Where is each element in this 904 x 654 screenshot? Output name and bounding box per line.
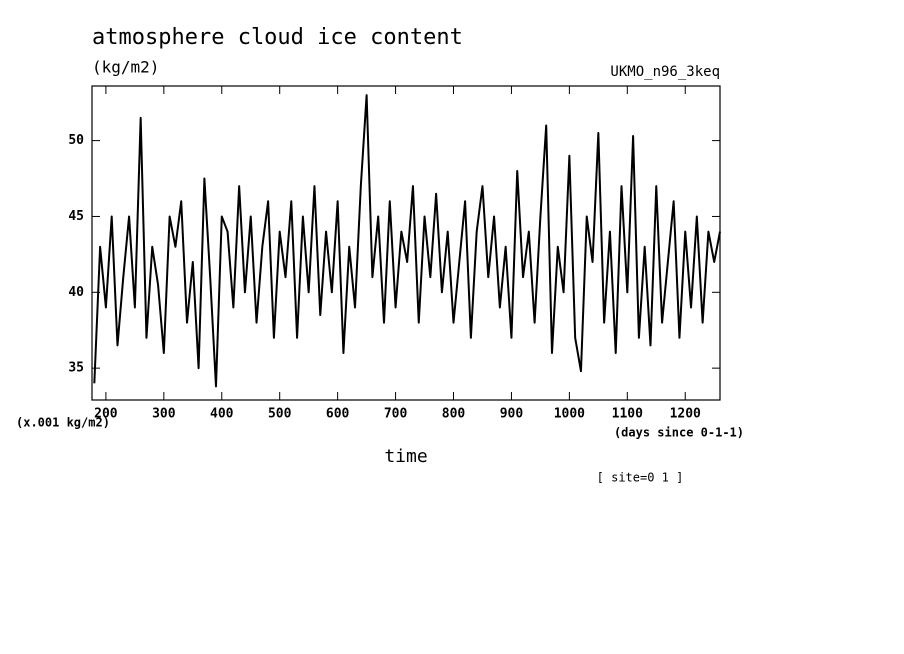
x-tick-label: 1000 <box>554 407 585 422</box>
x-tick-label: 300 <box>152 407 176 422</box>
y-tick-label: 40 <box>68 285 84 300</box>
y-axis-label: (x.001 kg/m2) <box>16 416 110 430</box>
data-line <box>93 94 721 388</box>
x-tick-label: 400 <box>210 407 234 422</box>
y-tick-label: 50 <box>68 133 84 148</box>
annotation: [ site=0 1 ] <box>597 471 684 485</box>
x-tick-label: 600 <box>326 407 350 422</box>
x-tick-label: 900 <box>500 407 524 422</box>
units: (kg/m2) <box>92 58 159 77</box>
x-tick-label: 200 <box>94 407 118 422</box>
x-tick-label: 700 <box>384 407 408 422</box>
x-tick-label: 800 <box>442 407 466 422</box>
x-axis-label: time <box>384 446 427 467</box>
y-tick-label: 45 <box>68 209 84 224</box>
plot-frame <box>91 85 721 401</box>
model-label: UKMO_n96_3keq <box>610 64 720 80</box>
chart-title: atmosphere cloud ice content <box>92 25 463 50</box>
y-tick-label: 35 <box>68 361 84 376</box>
x-tick-label: 500 <box>268 407 292 422</box>
x-tick-label: 1100 <box>612 407 643 422</box>
x-tick-label: 1200 <box>670 407 701 422</box>
x-units: (days since 0-1-1) <box>614 426 744 440</box>
